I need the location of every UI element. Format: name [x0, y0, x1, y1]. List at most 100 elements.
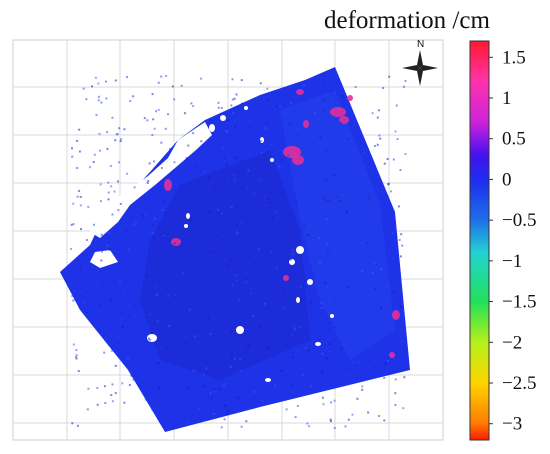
speckle-dot	[294, 416, 297, 419]
speckle-dot	[317, 194, 320, 197]
colorbar-title: deformation /cm	[324, 7, 490, 34]
speckle-dot	[156, 294, 158, 297]
speckle-dot	[259, 82, 262, 85]
speckle-dot	[359, 231, 362, 234]
speckle-dot	[371, 271, 374, 274]
speckle-dot	[366, 242, 369, 245]
speckle-dot	[162, 234, 165, 237]
speckle-dot	[146, 119, 149, 122]
speckle-dot	[401, 244, 404, 247]
speckle-dot	[202, 385, 205, 388]
speckle-dot	[274, 384, 277, 387]
speckle-dot	[319, 262, 321, 265]
speckle-dot	[114, 139, 117, 142]
speckle-dot	[79, 196, 82, 198]
speckle-dot	[266, 87, 269, 90]
no-data-gap	[220, 115, 226, 121]
speckle-dot	[151, 134, 154, 136]
speckle-dot	[290, 102, 293, 105]
speckle-dot	[361, 388, 364, 391]
speckle-dot	[367, 197, 370, 200]
speckle-dot	[128, 383, 131, 386]
speckle-dot	[392, 291, 395, 294]
speckle-dot	[264, 302, 266, 305]
speckle-dot	[99, 303, 102, 306]
speckle-dot	[264, 127, 267, 130]
uplift-patch	[296, 89, 304, 95]
speckle-dot	[225, 164, 228, 167]
speckle-dot	[230, 330, 233, 333]
speckle-dot	[274, 211, 277, 214]
speckle-dot	[105, 247, 108, 249]
speckle-dot	[248, 262, 251, 265]
speckle-dot	[331, 96, 334, 99]
speckle-dot	[91, 85, 94, 88]
speckle-dot	[323, 109, 326, 111]
speckle-dot	[303, 82, 306, 85]
speckle-dot	[98, 132, 101, 135]
speckle-dot	[374, 145, 377, 147]
speckle-dot	[156, 279, 159, 282]
speckle-dot	[92, 161, 95, 163]
speckle-dot	[109, 299, 112, 302]
speckle-dot	[110, 332, 113, 335]
speckle-dot	[213, 413, 216, 415]
speckle-dot	[192, 369, 195, 372]
speckle-dot	[296, 134, 299, 137]
speckle-dot	[280, 159, 283, 162]
speckle-dot	[110, 394, 113, 397]
no-data-gap	[296, 246, 304, 254]
speckle-dot	[94, 76, 97, 79]
speckle-dot	[134, 327, 137, 330]
speckle-dot	[182, 272, 185, 275]
speckle-dot	[164, 127, 167, 130]
speckle-dot	[185, 157, 188, 160]
speckle-dot	[218, 388, 221, 391]
no-data-gap	[90, 122, 212, 238]
speckle-dot	[230, 206, 233, 209]
speckle-dot	[242, 396, 244, 399]
speckle-dot	[278, 165, 281, 168]
speckle-dot	[198, 356, 201, 359]
speckle-dot	[346, 295, 349, 298]
colorbar-tick-label: −1.5	[502, 292, 536, 313]
speckle-dot	[220, 107, 223, 109]
speckle-dot	[312, 283, 315, 286]
speckle-dot	[184, 335, 187, 338]
speckle-dot	[167, 113, 169, 116]
speckle-dot	[237, 396, 240, 399]
speckle-dot	[301, 373, 304, 376]
colorbar-tick-label: −2	[502, 332, 522, 353]
speckle-dot	[129, 100, 132, 102]
speckle-dot	[383, 419, 386, 422]
speckle-dot	[384, 362, 387, 365]
speckle-dot	[322, 83, 325, 86]
speckle-dot	[114, 79, 117, 82]
speckle-dot	[71, 295, 74, 297]
no-data-gap	[209, 124, 215, 132]
speckle-dot	[326, 250, 329, 252]
speckle-dot	[157, 362, 160, 365]
speckle-dot	[292, 252, 295, 255]
speckle-dot	[324, 149, 327, 152]
speckle-dot	[347, 418, 350, 421]
speckle-dot	[400, 233, 403, 236]
speckle-dot	[396, 138, 399, 141]
speckle-dot	[374, 287, 377, 290]
coastal-band	[280, 90, 395, 360]
speckle-dot	[202, 373, 205, 376]
speckle-dot	[353, 361, 356, 364]
speckle-dot	[70, 223, 73, 226]
speckle-dot	[231, 78, 234, 81]
speckle-dot	[165, 75, 168, 77]
speckle-dot	[333, 174, 336, 177]
speckle-dot	[152, 118, 155, 121]
speckle-dot	[371, 112, 374, 115]
speckle-dot	[161, 209, 164, 211]
uplift-patch	[283, 275, 289, 281]
speckle-dot	[160, 167, 163, 169]
speckle-dot	[217, 101, 220, 104]
speckle-dot	[99, 183, 102, 186]
speckle-dot	[313, 111, 316, 114]
uplift-patch	[292, 155, 304, 165]
